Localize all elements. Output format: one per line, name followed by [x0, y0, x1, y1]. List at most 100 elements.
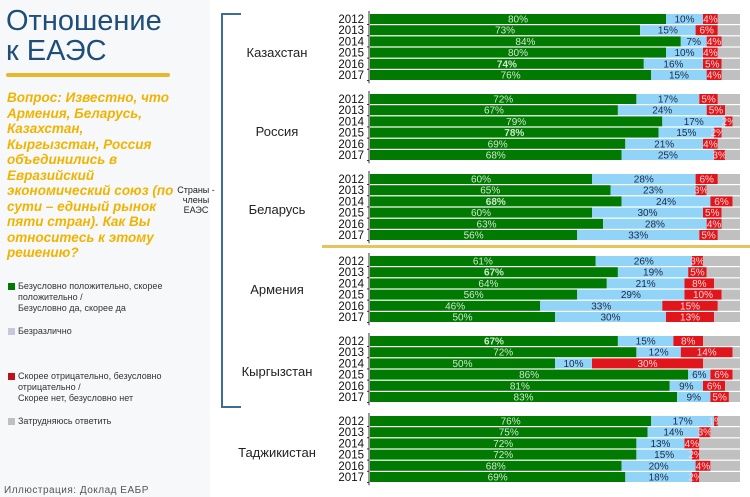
year-tick-label: 2012: [338, 14, 364, 26]
data-label-negative: 3%: [694, 186, 709, 197]
bar-segment-negative: [684, 289, 722, 300]
bar-segment-dont-know: [732, 196, 740, 207]
data-label-negative: 5%: [701, 231, 716, 242]
bar-segment-positive: [370, 460, 622, 471]
data-label-positive: 83%: [514, 393, 534, 404]
data-label-indifferent: 9%: [687, 393, 702, 404]
bar-segment-indifferent: [677, 392, 711, 402]
bar-segment-negative: [710, 369, 733, 380]
bar-segment-negative: [695, 185, 707, 196]
image-credit: Иллюстрация: Доклад ЕАБР: [4, 485, 149, 496]
data-label-negative: 5%: [712, 393, 727, 404]
bar-segment-positive: [370, 336, 618, 346]
bar-segment-negative: [710, 392, 729, 402]
data-label-indifferent: 17%: [658, 95, 678, 106]
data-label-indifferent: 10%: [674, 15, 694, 26]
data-label-positive: 81%: [510, 381, 530, 392]
bar-segment-positive: [370, 300, 541, 311]
data-label-positive: 75%: [499, 428, 519, 439]
bar-segment-positive: [370, 70, 652, 80]
bar-segment-positive: [370, 358, 555, 369]
legend-swatch-indifferent: [8, 328, 15, 335]
data-label-positive: 50%: [452, 313, 472, 324]
year-tick-label: 2013: [338, 185, 364, 197]
bar-segment-indifferent: [603, 218, 707, 229]
legend-swatch-dont-know: [8, 418, 15, 425]
bar-segment-dont-know: [725, 150, 740, 160]
data-label-indifferent: 12%: [649, 348, 669, 359]
data-label-indifferent: 10%: [563, 359, 583, 370]
year-tick-label: 2013: [338, 427, 364, 439]
data-label-negative: 2%: [722, 117, 737, 128]
bar-segment-indifferent: [592, 174, 696, 184]
data-label-negative: 5%: [709, 106, 724, 117]
bar-segment-dont-know: [721, 70, 740, 80]
data-label-indifferent: 14%: [663, 428, 683, 439]
bar-segment-positive: [370, 438, 637, 449]
bar-segment-indifferent: [617, 105, 707, 116]
bar-segment-dont-know: [717, 25, 740, 36]
bar-segment-negative: [695, 25, 718, 36]
bar-segment-positive: [370, 230, 578, 240]
data-label-positive: 61%: [473, 257, 493, 268]
legend-label: Скорее отрицательно, безусловно: [18, 371, 162, 381]
data-label-indifferent: 9%: [679, 381, 694, 392]
year-tick-label: 2016: [338, 461, 364, 473]
data-label-negative: 6%: [714, 197, 729, 208]
year-tick-label: 2017: [338, 312, 364, 324]
bar-segment-positive: [370, 392, 678, 402]
year-tick-label: 2013: [338, 347, 364, 359]
bar-segment-negative: [592, 358, 703, 369]
data-label-negative: 3%: [698, 428, 713, 439]
legend-swatch-positive: [8, 283, 15, 290]
bar-segment-indifferent: [688, 369, 711, 380]
data-label-indifferent: 21%: [654, 139, 674, 150]
bar-segment-negative: [699, 94, 718, 104]
data-label-negative: 1%: [709, 417, 724, 428]
data-label-indifferent: 7%: [687, 37, 702, 48]
year-tick-label: 2014: [338, 278, 364, 290]
data-label-indifferent: 23%: [643, 186, 663, 197]
bar-segment-positive: [370, 25, 641, 36]
data-label-indifferent: 33%: [591, 301, 611, 312]
data-label-negative: 6%: [699, 175, 714, 186]
data-label-negative: 2%: [688, 450, 703, 461]
data-label-indifferent: 15%: [669, 71, 689, 82]
data-label-indifferent: 26%: [634, 257, 654, 268]
bar-segment-positive: [370, 207, 592, 218]
legend-label: Безразлично: [18, 326, 72, 336]
bar-segment-negative: [703, 380, 726, 391]
bar-segment-negative: [699, 230, 718, 240]
bar-segment-negative: [714, 416, 718, 426]
bar-segment-indifferent: [636, 438, 685, 449]
bar-segment-positive: [370, 218, 604, 229]
bar-segment-dont-know: [710, 460, 740, 471]
bar-segment-negative: [703, 207, 722, 218]
country-label-kazakhstan: Казахстан: [246, 45, 308, 60]
bar-segment-negative: [673, 336, 703, 346]
legend-label: Скорее нет, безусловно нет: [18, 393, 134, 403]
bar-segment-dont-know: [717, 300, 740, 311]
data-label-negative: 4%: [703, 139, 718, 150]
data-label-negative: 5%: [690, 268, 705, 279]
bar-segment-indifferent: [606, 278, 685, 289]
data-label-indifferent: 21%: [636, 279, 656, 290]
title-underline: [6, 73, 170, 77]
year-tick-label: 2014: [338, 196, 364, 208]
data-label-negative: 8%: [681, 337, 696, 348]
bar-segment-indifferent: [636, 347, 681, 358]
bar-segment-indifferent: [651, 70, 707, 80]
data-label-positive: 68%: [486, 151, 506, 162]
bar-segment-dont-know: [699, 472, 740, 482]
bar-segment-positive: [370, 138, 626, 149]
bar-segment-indifferent: [610, 185, 696, 196]
legend-label: Безусловно положительно, скорее: [18, 281, 163, 291]
bar-segment-dont-know: [714, 278, 740, 289]
data-label-indifferent: 15%: [676, 128, 696, 139]
bar-segment-positive: [370, 150, 622, 160]
data-label-positive: 60%: [471, 175, 491, 186]
bar-segment-positive: [370, 185, 611, 196]
separator-line: [322, 245, 750, 248]
legend-item-dont-know: Затрудняюсь ответить: [7, 416, 177, 427]
bar-segment-negative: [703, 47, 718, 58]
